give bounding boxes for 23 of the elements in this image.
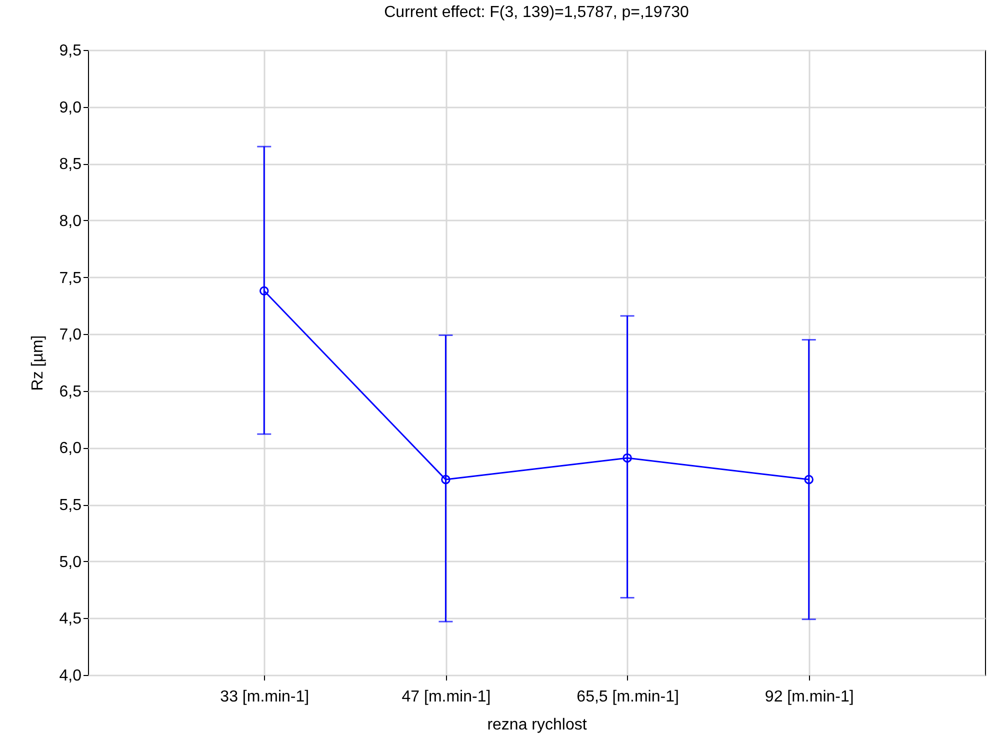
point bbox=[441, 474, 450, 484]
x-tick-label: 65,5 [m.min-1] bbox=[576, 688, 679, 706]
chart-title: Current effect: F(3, 139)=1,5787, p=,19730 bbox=[384, 4, 689, 21]
y-tick-label: 8,5 bbox=[59, 156, 82, 174]
y-tick-label: 8,0 bbox=[59, 212, 82, 230]
y-tick-label: 6,5 bbox=[59, 383, 82, 400]
y-tick-label: 5,0 bbox=[59, 554, 82, 571]
y-tick-label: 4,0 bbox=[59, 668, 82, 684]
y-tick-label: 7,0 bbox=[59, 326, 82, 344]
y-tick-label: 7,5 bbox=[59, 270, 82, 287]
x-tick-label: 92 [m.min-1] bbox=[764, 688, 854, 706]
y-axis-title: Rz [µm] bbox=[29, 335, 46, 391]
x-tick-label: 47 [m.min-1] bbox=[402, 688, 491, 706]
x-tick-label: 33 [m.min-1] bbox=[220, 688, 310, 706]
y-tick-label: 4,5 bbox=[59, 610, 82, 628]
x-axis-title: rezna rychlost bbox=[487, 716, 588, 734]
point bbox=[804, 474, 814, 484]
point bbox=[260, 286, 269, 296]
y-tick-label: 9,0 bbox=[59, 99, 82, 116]
y-tick-label: 5,5 bbox=[59, 497, 82, 514]
y-tick-label: 6,0 bbox=[59, 440, 82, 458]
point bbox=[622, 453, 632, 463]
y-tick-label: 9,5 bbox=[59, 42, 82, 60]
